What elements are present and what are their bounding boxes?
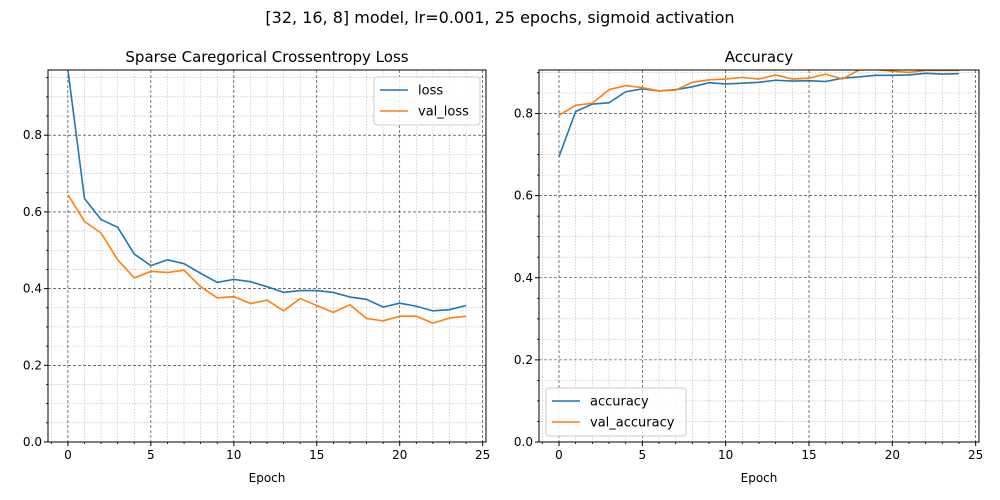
x-tick-label: 15 [309,448,324,462]
minor-grid [539,70,979,442]
y-tick-label: 0.0 [514,435,533,449]
loss-chart: 0 5 10 15 20 25 0.0 0.2 0.4 0.6 0.8 Sparse Caregori… [23,48,490,485]
major-grid [48,70,486,443]
x-tick-label: 25 [475,448,490,462]
y-tick-label: 0.6 [514,189,533,203]
x-axis-label: Epoch [741,471,778,485]
x-axis-label: Epoch [249,471,286,485]
y-tick-label: 0.4 [23,282,42,296]
chart-title: Accuracy [725,48,794,66]
legend: accuracy val_accuracy [545,387,687,437]
y-tick-label: 0.2 [514,353,533,367]
x-tick-label: 20 [885,448,900,462]
y-tick-label: 0.6 [23,205,42,219]
x-tick-label: 10 [718,448,733,462]
legend: loss val_loss [373,76,481,126]
series-line-val-accuracy [558,70,959,116]
x-tick-label: 5 [147,448,155,462]
legend-box [373,76,481,126]
legend-box [545,387,687,437]
legend-label-val-accuracy: val_accuracy [590,416,675,431]
x-tick-label: 0 [555,448,563,462]
x-tick-label: 15 [801,448,816,462]
y-tick-label: 0.8 [23,128,42,142]
minor-grid [48,70,486,442]
series-line-loss [67,70,467,312]
x-tick-label: 20 [392,448,407,462]
legend-label-loss: loss [418,84,443,99]
x-tick-label: 0 [64,448,72,462]
chart-title: Sparse Caregorical Crossentropy Loss [125,48,408,66]
series-line-accuracy [558,72,960,157]
series-line-val-loss [67,194,467,324]
y-tick-label: 0.0 [23,435,42,449]
figure-suptitle: [32, 16, 8] model, lr=0.001, 25 epochs, … [265,8,735,27]
y-tick-label: 0.8 [514,107,533,121]
y-tick-label: 0.2 [23,358,42,372]
y-tick-label: 0.4 [514,271,533,285]
x-tick-label: 10 [226,448,241,462]
x-tick-label: 25 [968,448,983,462]
accuracy-chart: 0 5 10 15 20 25 0.0 0.2 0.4 0.6 0.8 Accuracy Epoch ac… [514,48,983,485]
x-tick-label: 5 [639,448,647,462]
legend-label-val-loss: val_loss [418,105,469,120]
legend-label-accuracy: accuracy [590,395,649,410]
